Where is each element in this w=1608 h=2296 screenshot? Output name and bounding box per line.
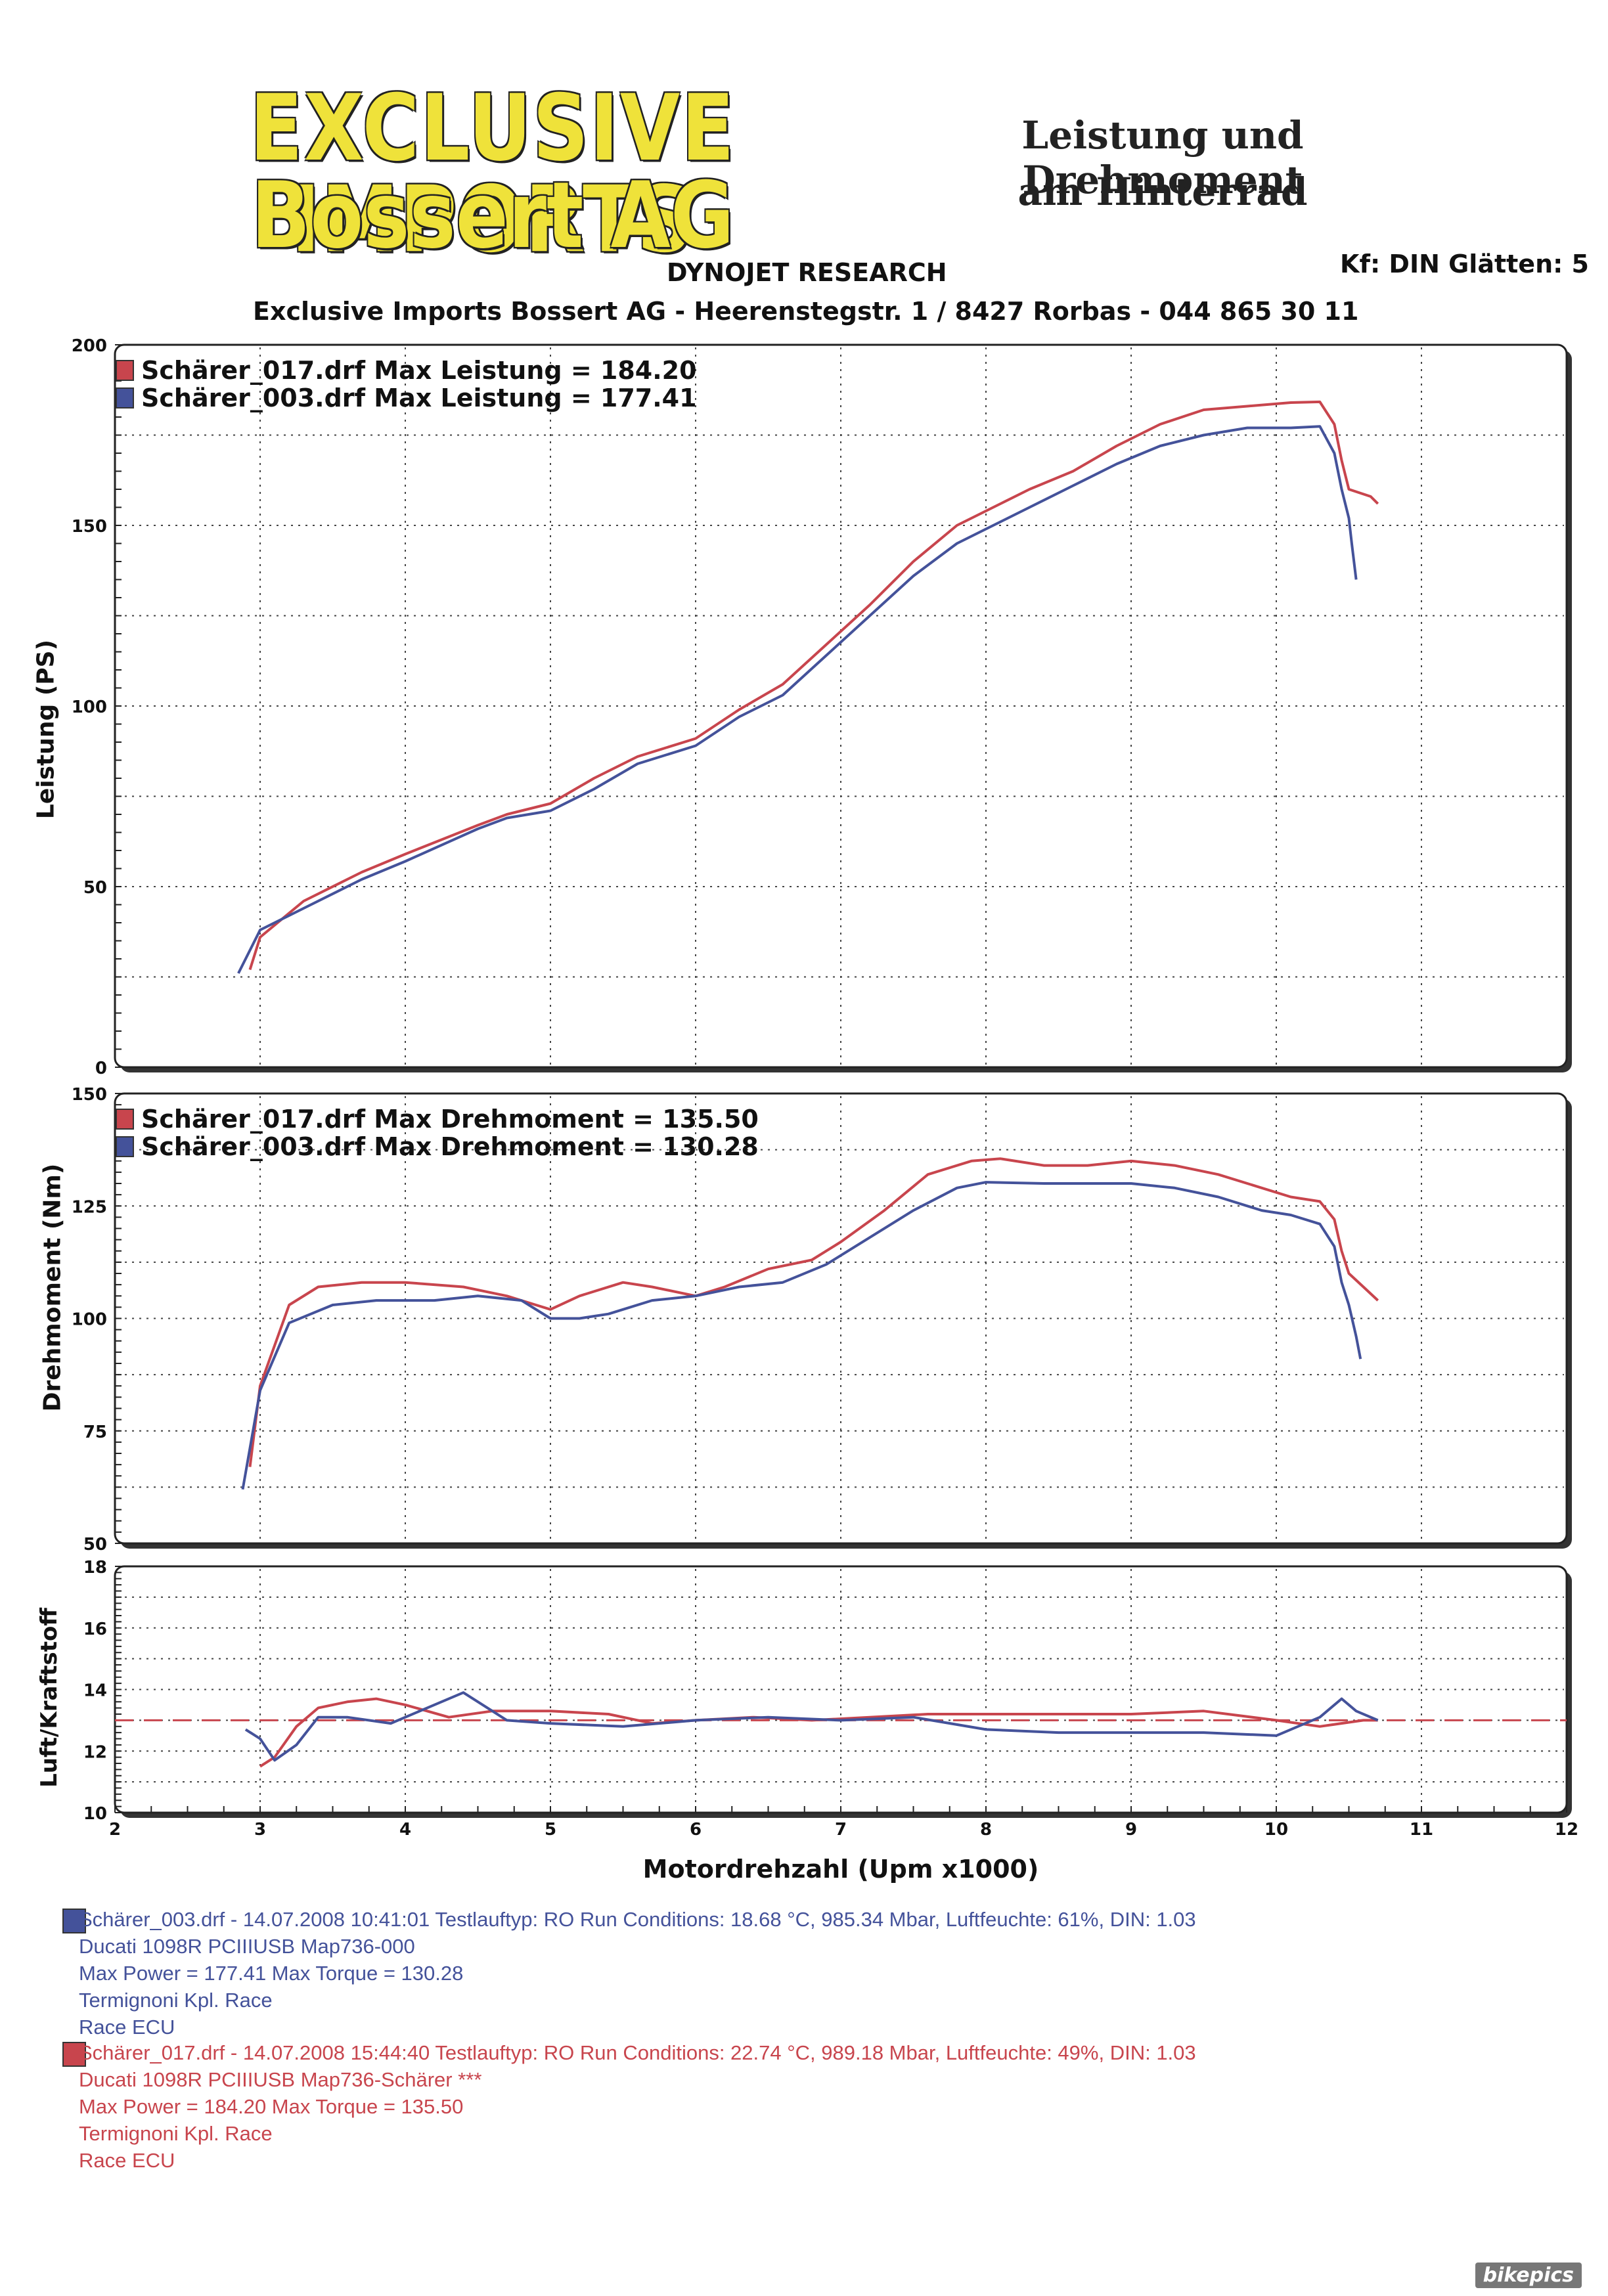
series-line-red (248, 400, 1379, 971)
chart-panel-1: 50 75 100 125 150 Schärer_017.drf Max Drehmom… (72, 1085, 1572, 1555)
y-tick-label: 75 (83, 1423, 107, 1442)
run-color-swatch-blue (62, 1909, 86, 1933)
watermark: bikepics (1475, 2263, 1582, 2288)
run-info-red: Schärer_017.drf - 14.07.2008 15:44:40 Te… (0, 2039, 1608, 2172)
run-line3: Max Power = 184.20 Max Torque = 135.50 (79, 2095, 464, 2118)
y-tick-label: 12 (83, 1742, 107, 1762)
run-line3: Max Power = 177.41 Max Torque = 130.28 (79, 1962, 464, 1985)
run-line4: Termignoni Kpl. Race (79, 1989, 273, 2012)
logo-exclusive-imports: EXCLUSIVE IMPORTS (250, 74, 736, 273)
x-tick-label: 8 (980, 1820, 992, 1840)
page-title-line2: am Hinterrad (1017, 169, 1308, 214)
x-tick-label: 7 (835, 1820, 847, 1840)
y-tick-label: 150 (72, 517, 107, 537)
legend-swatch-blue (116, 1136, 134, 1157)
run-line5: Race ECU (79, 2149, 175, 2172)
run-color-swatch-red (62, 2042, 86, 2067)
x-tick-label: 3 (254, 1820, 266, 1840)
x-tick-label: 6 (690, 1820, 702, 1840)
run-info-blue: Schärer_003.drf - 14.07.2008 10:41:01 Te… (0, 1906, 1608, 2039)
x-tick-label: 9 (1125, 1820, 1137, 1840)
address-line: Exclusive Imports Bossert AG - Heerenste… (253, 297, 1359, 326)
chart-panel-0: 0 50 100 150 200 Schärer_017.drf Max Leistung… (72, 336, 1572, 1078)
chart-panel-2: 10 12 14 16 18 2 3 4 5 6 7 8 9 10 11 12 (83, 1558, 1578, 1840)
y-axis-label-afr: Luft/Kraftstoff (36, 1608, 62, 1788)
x-tick-label: 4 (399, 1820, 411, 1840)
y-tick-label: 125 (72, 1197, 107, 1217)
y-tick-label: 50 (83, 878, 107, 898)
series-line-red (248, 1157, 1379, 1467)
y-tick-label: 150 (72, 1085, 107, 1105)
y-tick-label: 0 (95, 1059, 107, 1078)
legend-entry: Schärer_003.drf Max Drehmoment = 130.28 (141, 1132, 759, 1161)
y-tick-label: 50 (83, 1535, 107, 1555)
run-line5: Race ECU (79, 2016, 175, 2039)
y-tick-label: 100 (72, 1310, 107, 1330)
x-tick-label: 11 (1410, 1820, 1433, 1840)
dyno-chart: 0 50 100 150 200 Schärer_017.drf Max Leistung… (72, 336, 1578, 1840)
series-line-blue (241, 1181, 1362, 1490)
series-line-blue (237, 425, 1358, 974)
x-tick-label: 10 (1264, 1820, 1288, 1840)
page-title: Leistung und Drehmoment (1021, 113, 1304, 202)
y-tick-label: 200 (72, 336, 107, 356)
logo-bossert-ag: Bossert AG (251, 162, 734, 269)
y-axis-label-torque: Drehmoment (Nm) (39, 1163, 66, 1412)
y-tick-label: 14 (83, 1681, 107, 1701)
run-line2: Ducati 1098R PCIIIUSB Map736-Schärer *** (79, 2068, 482, 2091)
run-line1: Schärer_003.drf - 14.07.2008 10:41:01 Te… (79, 1908, 1196, 1931)
run-line1: Schärer_017.drf - 14.07.2008 15:44:40 Te… (79, 2041, 1196, 2064)
x-tick-label: 5 (545, 1820, 556, 1840)
y-tick-label: 10 (83, 1804, 107, 1824)
legend-entry: Schärer_017.drf Max Drehmoment = 135.50 (141, 1105, 759, 1134)
legend-entry: Schärer_003.drf Max Leistung = 177.41 (141, 384, 697, 412)
y-tick-label: 16 (83, 1620, 107, 1639)
legend-swatch-red (116, 1109, 134, 1130)
x-axis-label: Motordrehzahl (Upm x1000) (642, 1855, 1039, 1884)
run-line2: Ducati 1098R PCIIIUSB Map736-000 (79, 1935, 415, 1958)
y-tick-label: 18 (83, 1558, 107, 1578)
x-tick-label: 2 (109, 1820, 121, 1840)
x-tick-label: 12 (1555, 1820, 1578, 1840)
run-line4: Termignoni Kpl. Race (79, 2122, 273, 2145)
legend-swatch-red (116, 360, 134, 381)
y-axis-label-power: Leistung (PS) (32, 639, 60, 820)
dynojet-label: DYNOJET RESEARCH (667, 258, 947, 287)
series-line-blue (244, 1691, 1379, 1762)
legend-swatch-blue (116, 387, 134, 408)
kf-label: Kf: DIN Glätten: 5 (1340, 250, 1589, 278)
y-tick-label: 100 (72, 697, 107, 717)
legend-entry: Schärer_017.drf Max Leistung = 184.20 (141, 356, 697, 385)
